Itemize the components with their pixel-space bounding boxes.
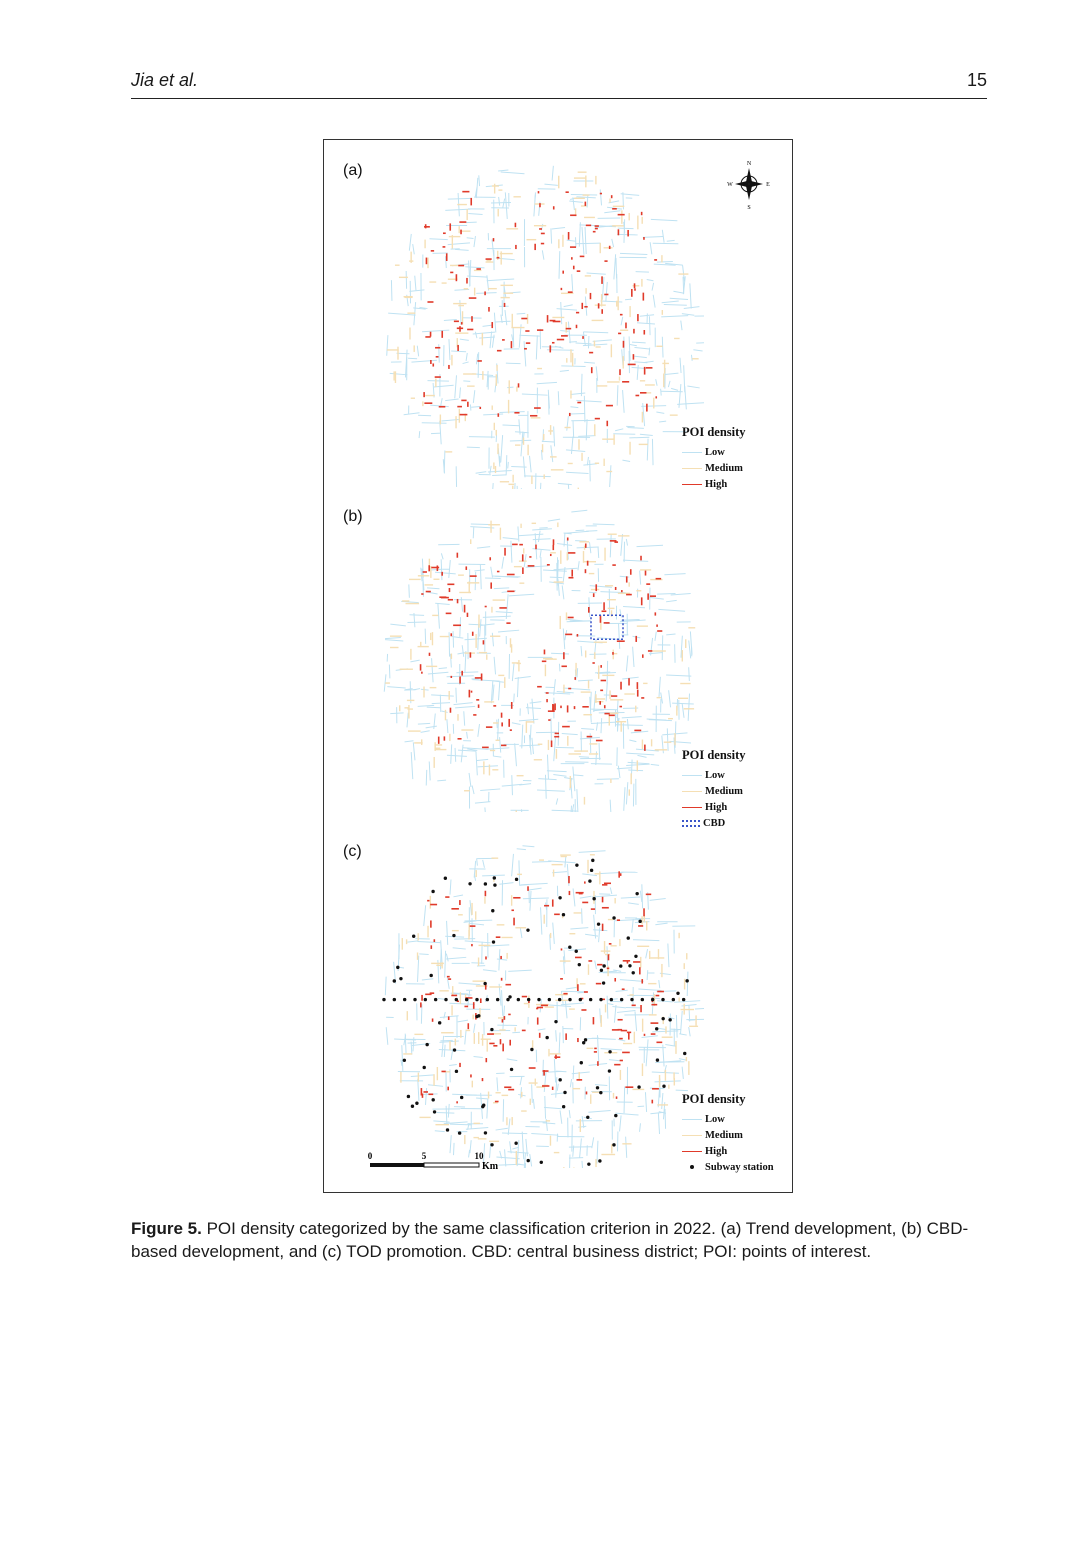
- figure-frame: (a) N S W E POI density Low Medium High …: [323, 139, 793, 1193]
- scale-tick-5: 5: [422, 1151, 427, 1161]
- compass-e-label: E: [766, 182, 770, 188]
- scale-bar: 0 5 10 Km: [364, 1148, 514, 1174]
- road-network: [386, 165, 704, 489]
- compass-n-label: N: [747, 161, 752, 167]
- legend-low: Low: [682, 1111, 774, 1127]
- legend-high: High: [682, 799, 746, 815]
- compass-s-label: S: [747, 205, 750, 210]
- legend-high: High: [682, 1143, 774, 1159]
- panel-a-legend: POI density Low Medium High: [682, 425, 746, 492]
- legend-medium: Medium: [682, 783, 746, 799]
- panel-c-map: [382, 845, 704, 1168]
- legend-cbd: CBD: [682, 815, 746, 831]
- legend-title: POI density: [682, 748, 746, 762]
- running-header-author: Jia et al.: [131, 70, 199, 90]
- compass-rose: N S W E: [727, 158, 771, 211]
- figure-caption: Figure 5. POI density categorized by the…: [131, 1217, 979, 1263]
- road-network: [384, 845, 704, 1168]
- scale-unit: Km: [482, 1161, 499, 1172]
- panel-a-map: [386, 165, 704, 489]
- road-network: [383, 509, 696, 812]
- legend-low: Low: [682, 767, 746, 783]
- caption-label: Figure 5.: [131, 1219, 202, 1238]
- scale-tick-10: 10: [475, 1151, 485, 1161]
- panel-a-label: (a): [343, 162, 363, 179]
- compass-w-label: W: [727, 182, 733, 188]
- page-number: 15: [966, 70, 987, 90]
- legend-title: POI density: [682, 425, 746, 439]
- panel-b-map: [383, 509, 696, 812]
- legend-title: POI density: [682, 1092, 746, 1106]
- legend-medium: Medium: [682, 1127, 774, 1143]
- header-rule: [131, 98, 987, 99]
- legend-subway-station: Subway station: [682, 1159, 774, 1175]
- legend-medium: Medium: [682, 460, 746, 476]
- panel-b-label: (b): [343, 508, 363, 525]
- legend-high: High: [682, 476, 746, 492]
- caption-text: POI density categorized by the same clas…: [131, 1219, 969, 1261]
- subway-stations: [382, 858, 689, 1166]
- panel-b-legend: POI density Low Medium High CBD: [682, 748, 746, 831]
- panel-c-label: (c): [343, 843, 362, 860]
- panel-c-legend: POI density Low Medium High Subway stati…: [682, 1092, 774, 1175]
- scale-tick-0: 0: [368, 1151, 373, 1161]
- legend-low: Low: [682, 444, 746, 460]
